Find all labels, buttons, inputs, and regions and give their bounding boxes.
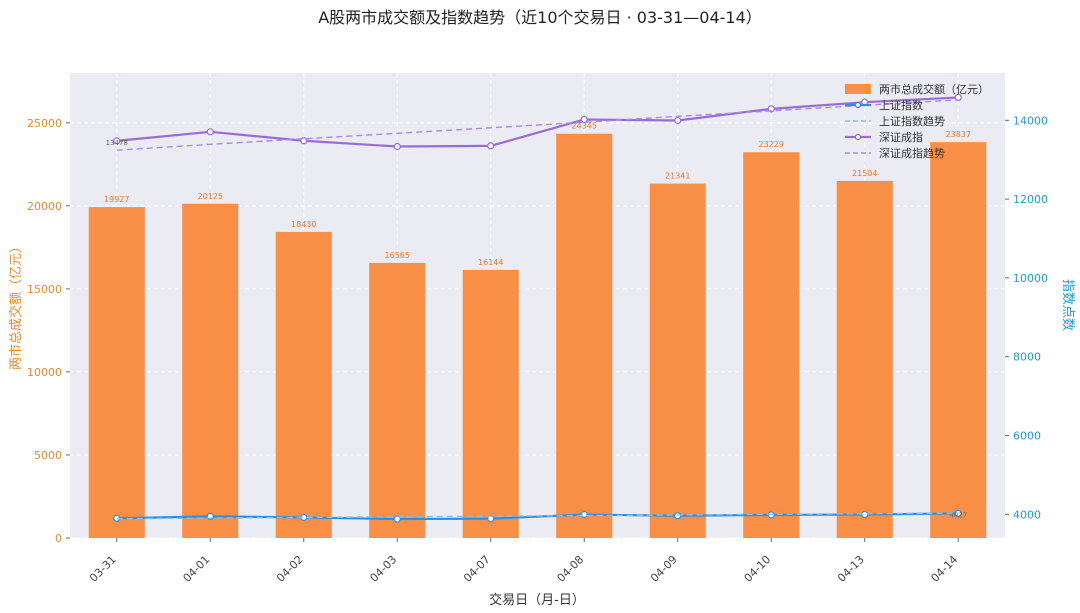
- left-tick-label: 10000: [27, 366, 62, 379]
- line-data-label: 4027: [949, 511, 967, 519]
- right-tick-label: 4000: [1013, 508, 1041, 521]
- legend-label: 上证指数: [879, 98, 923, 112]
- line-point: [393, 515, 401, 523]
- bar: [182, 203, 239, 538]
- line-point: [580, 510, 588, 519]
- sh-index-line: [116, 512, 959, 521]
- right-tick-label: 10000: [1013, 272, 1048, 285]
- bar: [462, 269, 519, 538]
- sh-trend-line: [116, 512, 959, 520]
- right-tick-label: 8000: [1013, 351, 1041, 364]
- bar-data-label: 23229: [759, 140, 784, 149]
- line-point: [580, 115, 588, 124]
- x-tick-label: 04-08: [555, 553, 587, 585]
- bar: [930, 142, 987, 538]
- line-data-label: 13478: [106, 139, 128, 147]
- bar-data-labels: 19927 20125 18430 16565 16144 24345 21341 23229…: [104, 122, 971, 267]
- line-point: [674, 116, 682, 125]
- bar-data-label: 18430: [291, 220, 316, 229]
- left-tick-label: 20000: [27, 200, 62, 213]
- line-point: [487, 142, 495, 150]
- x-tick-label: 04-13: [835, 553, 867, 585]
- bar: [836, 180, 893, 538]
- line-point: [674, 512, 682, 520]
- legend-swatch: [845, 84, 871, 94]
- x-tick-label: 04-10: [742, 553, 774, 585]
- x-tick-label: 04-03: [368, 553, 400, 585]
- sz-index-line: [116, 96, 959, 148]
- bar: [556, 133, 613, 539]
- bar-data-label: 20125: [198, 192, 223, 201]
- right-tick-label: 14000: [1013, 114, 1048, 127]
- x-tick-label: 04-07: [461, 553, 493, 585]
- left-axis: 0 5000 10000 15000 20000 25000: [27, 117, 70, 545]
- bar-data-label: 24345: [572, 122, 597, 131]
- x-axis: 03-31 04-01 04-02 04-03 04-07 04-08 04-09 04-10…: [87, 538, 960, 585]
- left-axis-label: 两市总成交额（亿元）: [8, 240, 24, 370]
- line-point: [113, 137, 121, 145]
- bar: [649, 183, 706, 538]
- x-tick-label: 04-14: [929, 553, 961, 585]
- left-tick-label: 25000: [27, 117, 62, 130]
- bar-data-label: 21504: [852, 169, 877, 178]
- chart-title: A股两市成交额及指数趋势（近10个交易日 · 03-31—04-14）: [318, 8, 762, 27]
- bar: [369, 262, 426, 538]
- line-point: [206, 128, 214, 136]
- legend-marker: [854, 101, 862, 109]
- left-tick-label: 5000: [34, 449, 62, 462]
- bar: [743, 152, 800, 539]
- legend-label: 上证指数趋势: [879, 114, 945, 128]
- left-tick-label: 15000: [27, 283, 62, 296]
- line-point: [393, 142, 401, 151]
- bar-series: [88, 133, 987, 539]
- sz-trend-line: [116, 99, 959, 151]
- legend-label: 两市总成交额（亿元）: [879, 82, 989, 96]
- x-tick-label: 04-09: [648, 553, 680, 585]
- line-series: 4027 13478: [106, 93, 967, 523]
- right-tick-label: 6000: [1013, 430, 1041, 443]
- bar-data-label: 21341: [665, 172, 690, 181]
- right-axis: 4000 6000 8000 10000 12000 14000: [1005, 114, 1048, 521]
- x-tick-label: 04-01: [181, 553, 213, 585]
- legend-marker: [854, 133, 862, 141]
- x-tick-label: 03-31: [87, 553, 119, 585]
- x-axis-label: 交易日（月-日）: [489, 592, 585, 608]
- bar: [275, 231, 332, 538]
- right-tick-label: 12000: [1013, 193, 1048, 206]
- legend-label: 深证成指趋势: [879, 146, 945, 160]
- bar-data-label: 19927: [104, 195, 129, 204]
- x-tick-label: 04-02: [274, 553, 306, 585]
- bar: [88, 207, 145, 538]
- bar-data-label: 23837: [946, 130, 971, 139]
- legend-label: 深证成指: [879, 130, 923, 144]
- bar-data-label: 16144: [478, 258, 503, 267]
- left-tick-label: 0: [55, 532, 62, 545]
- line-point: [861, 510, 869, 519]
- bar-data-label: 16565: [385, 251, 410, 260]
- right-axis-label: 指数点数: [1060, 279, 1075, 331]
